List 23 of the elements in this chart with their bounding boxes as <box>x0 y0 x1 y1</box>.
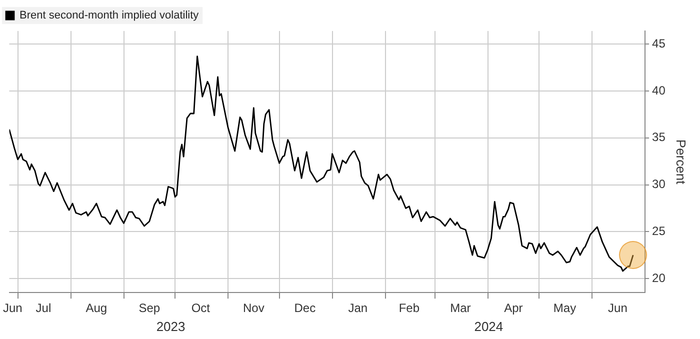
y-tick-label: 35 <box>652 130 666 144</box>
y-tick-label: 45 <box>652 36 666 50</box>
text: 2024 <box>474 319 504 334</box>
x-tick-label: Sep <box>138 301 160 316</box>
x-tick-label: Apr <box>504 301 523 316</box>
x-tick-label: Aug <box>86 301 108 316</box>
x-tick-label: Feb <box>398 301 420 316</box>
x-tick-label: May <box>553 301 576 316</box>
legend-label: Brent second-month implied volatility <box>20 10 200 22</box>
x-tick-label: Jun <box>608 301 628 316</box>
x-tick-label: Oct <box>191 301 211 316</box>
x-tick-label: Jun <box>3 301 22 316</box>
x-tick-label: Nov <box>242 301 264 316</box>
y-tick-label: 25 <box>652 224 666 238</box>
x-tick-label: Mar <box>450 301 471 316</box>
x-tick-label: Dec <box>294 301 316 316</box>
x-tick-label: Jul <box>36 301 52 316</box>
y-tick-label: 20 <box>652 270 666 285</box>
text: 2023 <box>156 319 186 334</box>
y-tick-label: 30 <box>652 177 666 192</box>
y-axis-title: Percent <box>674 139 689 185</box>
x-tick-label: Jan <box>348 301 368 316</box>
y-tick-label: 40 <box>652 83 666 98</box>
